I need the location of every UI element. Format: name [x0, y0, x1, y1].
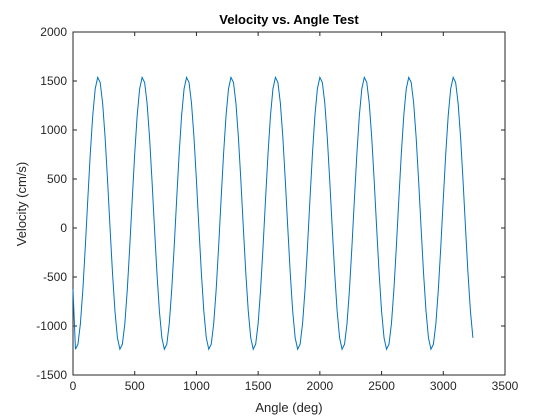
y-tick-label: 1500 [40, 74, 67, 88]
y-tick-label: 0 [60, 221, 67, 235]
x-tick-label: 1500 [245, 379, 272, 393]
axes-box [72, 31, 506, 376]
chart-title: Velocity vs. Angle Test [219, 12, 359, 27]
x-tick-label: 2500 [368, 379, 395, 393]
x-axis-label: Angle (deg) [255, 400, 322, 415]
y-axis-label: Velocity (cm/s) [14, 162, 29, 247]
data-line [72, 75, 474, 351]
x-tick-label: 0 [70, 379, 77, 393]
y-tick-label: -1000 [36, 319, 67, 333]
y-tick-label: -1500 [36, 368, 67, 382]
y-tick-label: 2000 [40, 25, 67, 39]
x-tick-label: 500 [125, 379, 145, 393]
y-tick-label: 1000 [40, 123, 67, 137]
x-tick-label: 2000 [307, 379, 334, 393]
x-tick-label: 3000 [430, 379, 457, 393]
y-tick-label: 500 [47, 172, 67, 186]
x-tick-label: 1000 [183, 379, 210, 393]
y-tick-label: -500 [43, 270, 67, 284]
x-tick-label: 3500 [492, 379, 519, 393]
